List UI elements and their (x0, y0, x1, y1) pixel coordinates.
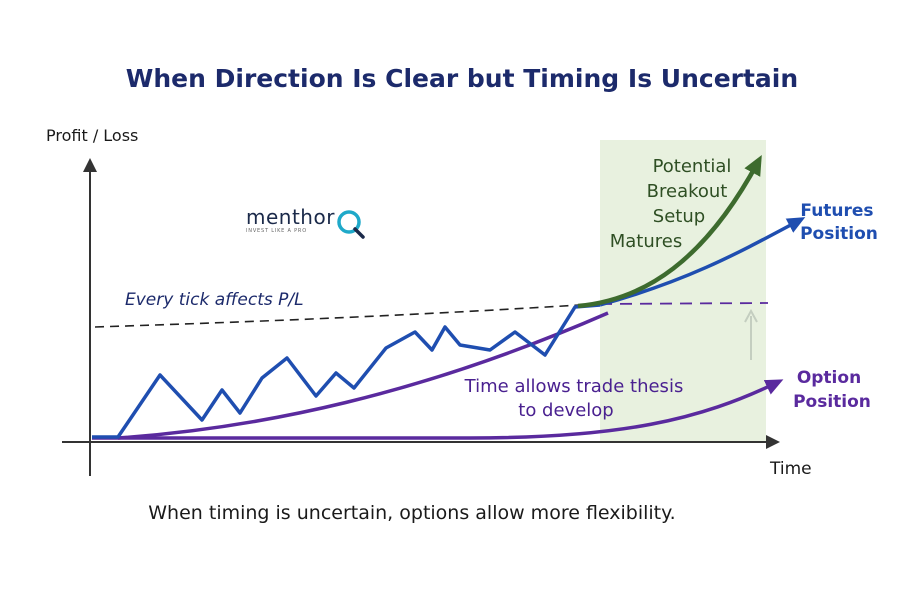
page-title: When Direction Is Clear but Timing Is Un… (125, 64, 799, 93)
futures-label: Futures Position (800, 201, 878, 244)
option-position-curve (92, 379, 784, 440)
logo-word: menthor (246, 205, 335, 229)
y-axis-label: Profit / Loss (46, 126, 138, 145)
caption: When timing is uncertain, options allow … (0, 502, 924, 524)
breakout-label-line-4: Matures (610, 231, 682, 252)
futures-position-curve (599, 217, 806, 307)
thesis-label-line-2: to develop (518, 400, 613, 421)
option-label: Option Position (793, 368, 871, 412)
option-label-line-1: Option (797, 368, 861, 388)
caption-text: When timing is uncertain, options allow … (148, 502, 676, 524)
breakout-label-line-3: Setup (653, 206, 705, 227)
breakout-label: Potential Breakout Setup Matures (610, 156, 732, 252)
dashed-line-label: Every tick affects P/L (125, 290, 304, 310)
futures-label-line-2: Position (800, 224, 878, 244)
thesis-label: Time allows trade thesis to develop (464, 376, 684, 421)
dashed-reference-line-extension (599, 302, 769, 305)
breakout-label-line-1: Potential (653, 156, 732, 177)
futures-price-path (92, 303, 601, 439)
breakout-label-line-2: Breakout (647, 181, 728, 202)
x-axis-label: Time (769, 459, 812, 479)
futures-label-line-1: Futures (800, 201, 873, 221)
breakout-zone (600, 140, 766, 442)
dashed-reference-line (94, 304, 581, 328)
breakout-curve (577, 154, 762, 309)
thesis-label-line-1: Time allows trade thesis (464, 376, 684, 397)
option-label-line-2: Position (793, 392, 871, 412)
logo-tagline: INVEST LIKE A PRO (246, 228, 307, 234)
magnifier-q-icon (337, 210, 365, 239)
up-arrow-icon (744, 308, 758, 360)
logo: menthor INVEST LIKE A PRO (246, 207, 335, 234)
